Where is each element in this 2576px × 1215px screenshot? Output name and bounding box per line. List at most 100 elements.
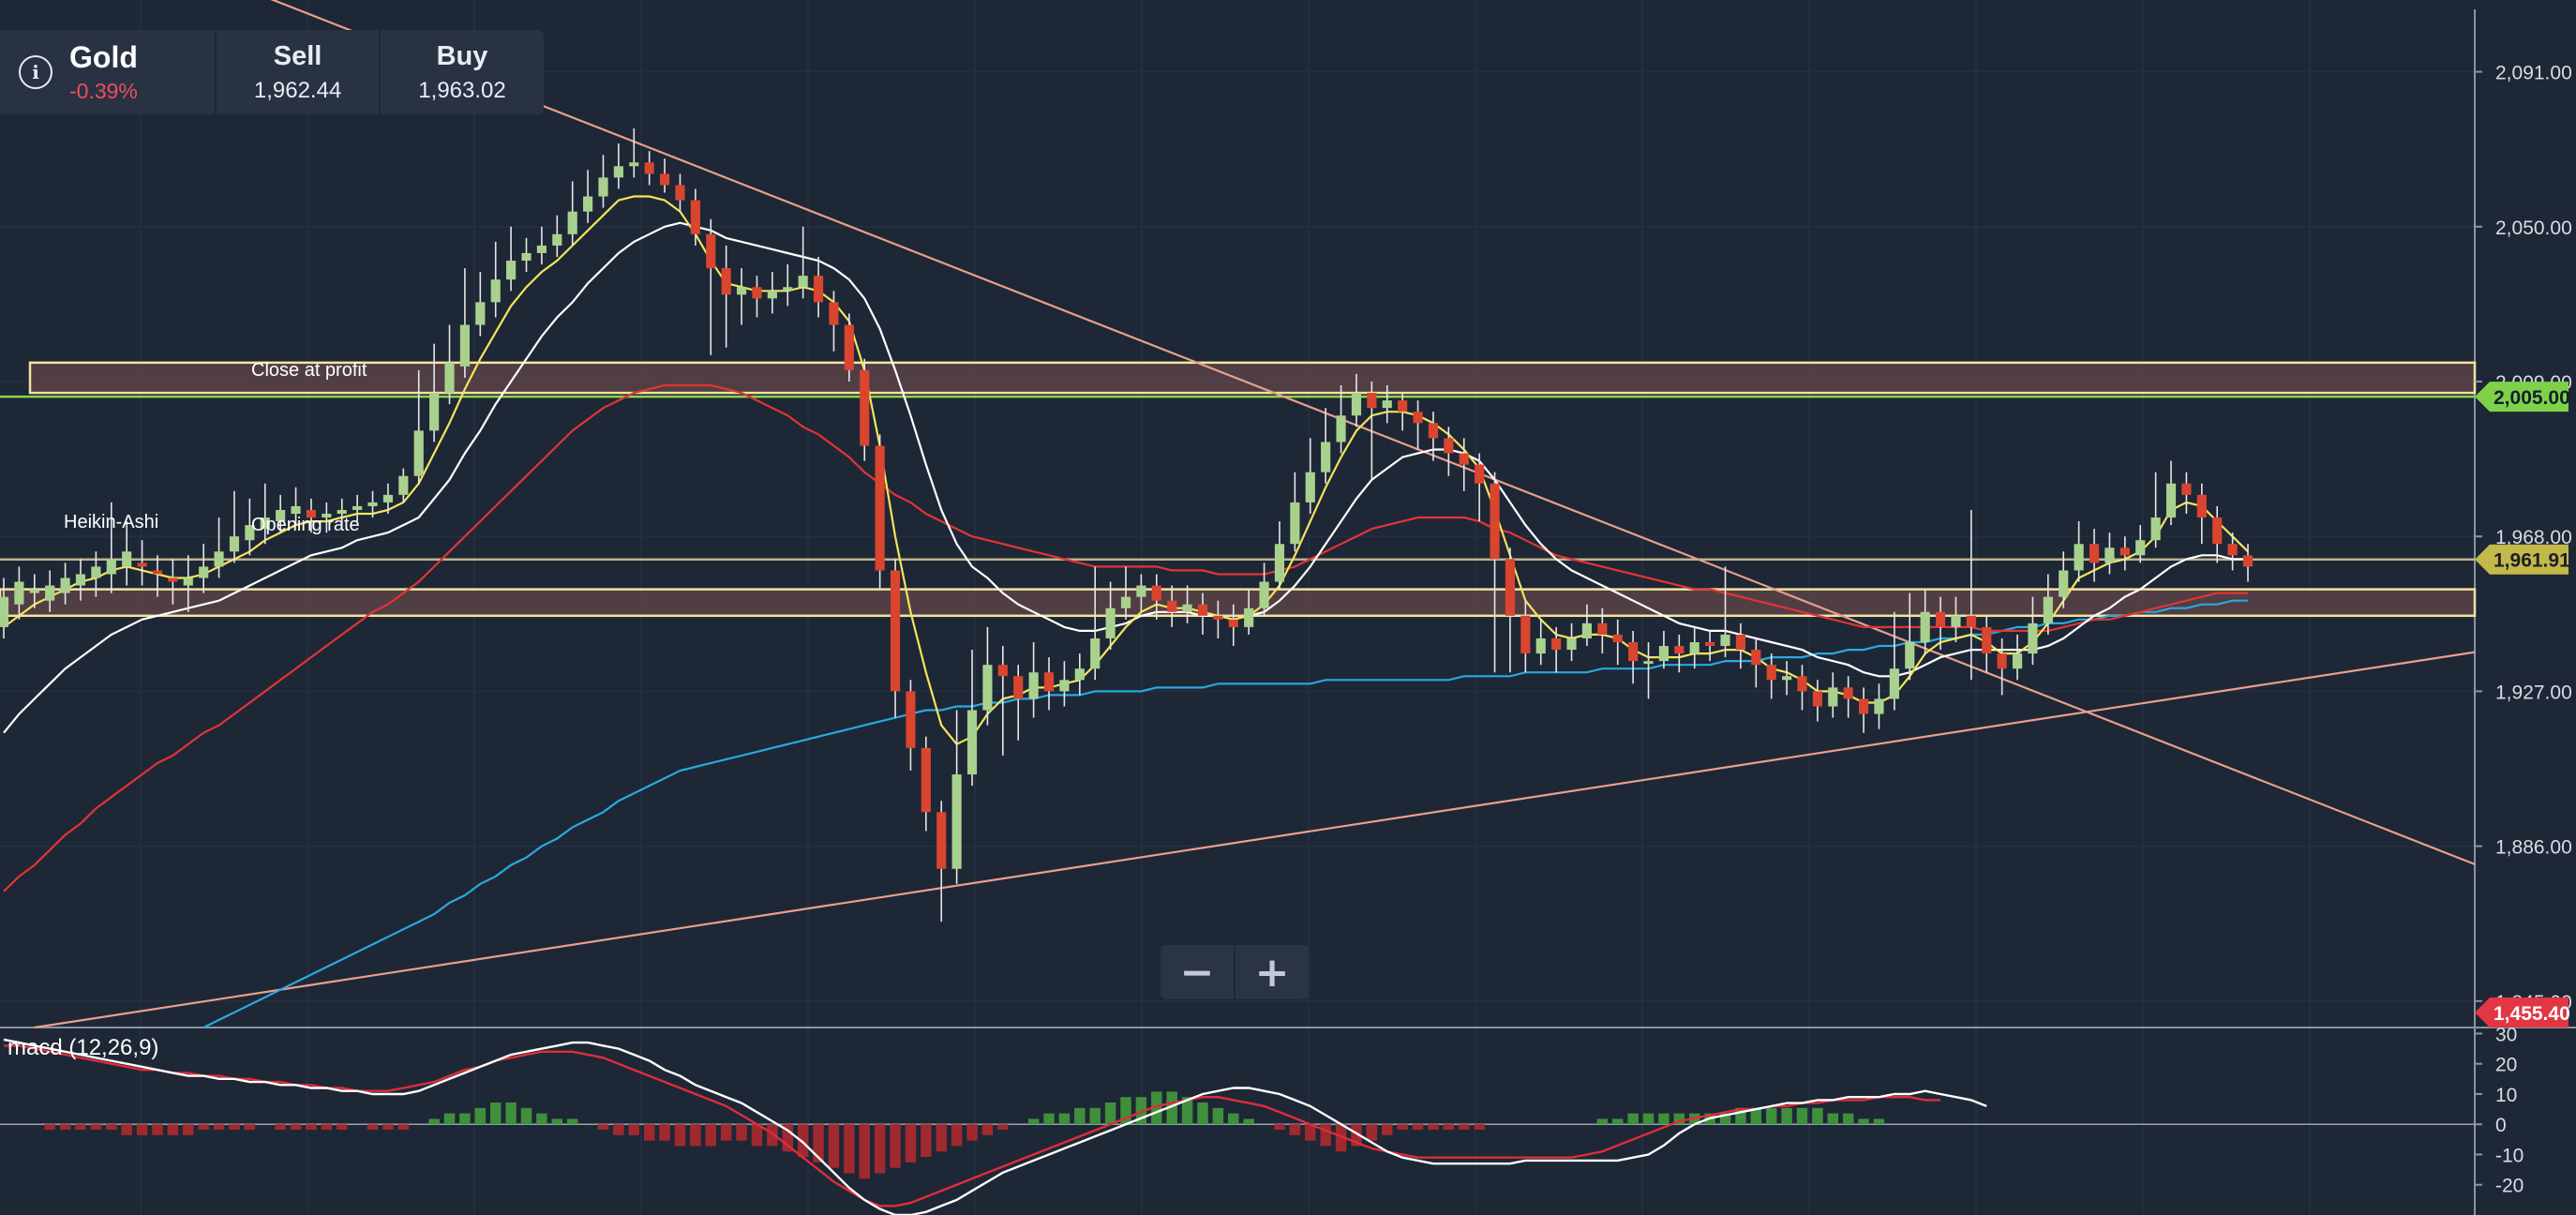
candle-body [137,562,147,567]
macd-histogram-bar [1043,1113,1055,1125]
candle-body [706,233,716,269]
candle [890,559,901,718]
candle-body [1951,615,1961,627]
candle [1905,592,1915,681]
candle-body [2028,622,2038,654]
instrument-name: Gold [69,40,138,74]
candle-body [106,559,116,575]
candle-body [459,324,471,367]
macd-histogram-bar [1796,1107,1808,1125]
candle [2104,532,2115,575]
alert-price-tag-text: 1,455.40 [2494,1003,2570,1025]
candle [966,650,978,787]
candle [736,268,747,325]
candle-body [1028,672,1039,699]
candle [29,574,39,608]
macd-histogram-bar [674,1124,686,1147]
macd-histogram-bar [1459,1124,1470,1131]
candle-body [1581,622,1593,638]
candle-body [1151,585,1161,601]
zoom-out-button[interactable]: − [1179,948,1215,997]
candle-body [829,302,839,325]
candle [1074,653,1085,696]
macd-tick-label: -10 [2495,1145,2524,1166]
macd-histogram-bar [705,1124,717,1147]
candle-body [1874,698,1884,714]
candle-body [214,551,224,567]
macd-histogram-bar [290,1124,302,1131]
zoom-in-button[interactable]: + [1234,945,1309,999]
info-icon[interactable]: i [19,55,52,89]
candle-body [1213,615,1223,620]
macd-histogram-bar [643,1124,655,1141]
candle [1182,585,1192,623]
candle [2227,532,2238,571]
macd-histogram-bar [859,1124,870,1179]
candle-body [2150,518,2161,541]
macd-histogram-bar [890,1124,901,1168]
candle [1966,509,1976,681]
candle [1305,438,1315,514]
candle [1581,604,1593,647]
candle [567,181,577,246]
macd-histogram-bar [966,1124,978,1141]
candle [1751,638,1761,688]
candle-body [936,812,947,869]
instrument-cell[interactable]: i Gold -0.39% [0,30,217,114]
candle [1997,638,2007,696]
close-at-profit-label: Close at profit [251,360,367,381]
candle-body [1982,626,1992,654]
candle-body [413,430,424,476]
candle [2043,574,2053,635]
macd-histogram-bar [1765,1107,1777,1125]
candle [14,566,24,620]
candle-body [245,525,255,541]
buy-button[interactable]: Buy 1,963.02 [381,30,543,114]
candle-body [2059,570,2069,597]
candle-body [690,200,700,234]
candle-body [1797,676,1807,692]
candle [813,257,824,318]
candle [306,498,317,533]
macd-histogram-bar [1135,1097,1147,1125]
macd-histogram-bar [1058,1113,1071,1125]
candle [1812,680,1822,722]
candle [1612,619,1623,666]
candle-body [1566,638,1577,651]
sell-button[interactable]: Sell 1,962.44 [217,30,382,114]
candle-body [2165,483,2177,518]
candle [1367,381,1377,480]
macd-histogram-bar [1627,1113,1639,1125]
candle-body [475,302,486,325]
candle-body [1105,608,1116,638]
candle [367,490,378,518]
candle [75,559,86,601]
candle [152,555,163,597]
macd-histogram-bar [443,1113,456,1125]
candle-body [1812,691,1822,707]
macd-histogram-bar [1611,1118,1624,1125]
candle-body [567,211,577,234]
candle [1428,412,1439,461]
y-tick-label: 1,886.00 [2495,837,2572,859]
candle-body [1043,672,1055,692]
candle [644,151,654,186]
macd-histogram-bar [720,1124,732,1141]
candle-body [2012,653,2023,669]
macd-histogram-bar [1827,1113,1839,1125]
candle-body [521,252,532,262]
candle [2212,505,2223,563]
candle-body [367,502,378,506]
candle [1674,634,1685,673]
candle [598,155,608,208]
candle [2074,521,2084,582]
macd-histogram-bar [1596,1118,1609,1125]
take-profit-tag-text: 2,005.00 [2494,387,2570,409]
candle-body [1367,393,1377,409]
macd-histogram-bar [1735,1107,1746,1125]
macd-histogram-bar [1412,1124,1424,1131]
candle [1566,622,1577,662]
candle [1689,626,1700,669]
candle [91,551,101,597]
